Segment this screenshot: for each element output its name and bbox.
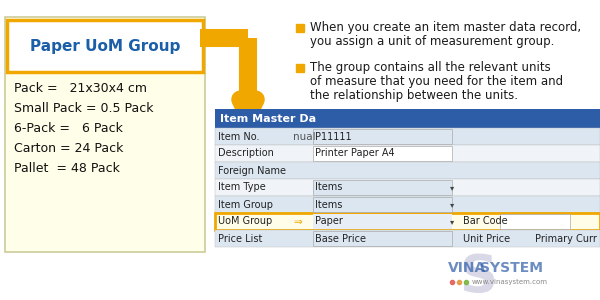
FancyBboxPatch shape bbox=[215, 145, 600, 162]
Text: www.vinasystem.com: www.vinasystem.com bbox=[472, 279, 548, 285]
Text: P11111: P11111 bbox=[315, 131, 352, 142]
FancyBboxPatch shape bbox=[313, 180, 452, 195]
Text: Description: Description bbox=[218, 148, 274, 158]
FancyBboxPatch shape bbox=[313, 197, 452, 212]
Text: the relationship between the units.: the relationship between the units. bbox=[310, 89, 518, 103]
FancyBboxPatch shape bbox=[313, 129, 452, 144]
Text: Primary Curr: Primary Curr bbox=[535, 233, 597, 244]
FancyBboxPatch shape bbox=[215, 109, 600, 128]
Text: Bar Code: Bar Code bbox=[463, 217, 508, 226]
Text: Item Master Da: Item Master Da bbox=[220, 113, 316, 124]
Text: Pallet  = 48 Pack: Pallet = 48 Pack bbox=[14, 161, 120, 175]
FancyBboxPatch shape bbox=[215, 128, 600, 145]
FancyBboxPatch shape bbox=[215, 162, 600, 179]
Text: Carton = 24 Pack: Carton = 24 Pack bbox=[14, 142, 124, 154]
Text: The group contains all the relevant units: The group contains all the relevant unit… bbox=[310, 61, 551, 74]
FancyBboxPatch shape bbox=[5, 17, 205, 252]
Text: Item Type: Item Type bbox=[218, 182, 266, 193]
Text: Paper: Paper bbox=[315, 217, 343, 226]
Text: When you create an item master data record,: When you create an item master data reco… bbox=[310, 22, 581, 34]
Text: ▾: ▾ bbox=[450, 200, 454, 209]
Text: Items: Items bbox=[315, 182, 343, 193]
FancyBboxPatch shape bbox=[7, 20, 203, 72]
Text: you assign a unit of measurement group.: you assign a unit of measurement group. bbox=[310, 35, 554, 49]
Text: ▾: ▾ bbox=[450, 217, 454, 226]
FancyBboxPatch shape bbox=[215, 230, 600, 247]
FancyBboxPatch shape bbox=[215, 213, 600, 230]
Text: Small Pack = 0.5 Pack: Small Pack = 0.5 Pack bbox=[14, 101, 154, 115]
FancyBboxPatch shape bbox=[313, 146, 452, 161]
Text: UoM Group: UoM Group bbox=[218, 217, 272, 226]
Text: Base Price: Base Price bbox=[315, 233, 366, 244]
FancyBboxPatch shape bbox=[215, 196, 600, 213]
Text: SYSTEM: SYSTEM bbox=[480, 261, 543, 275]
Text: S: S bbox=[459, 252, 497, 300]
FancyBboxPatch shape bbox=[215, 179, 600, 196]
Text: Paper UoM Group: Paper UoM Group bbox=[30, 38, 180, 53]
Text: VINA: VINA bbox=[448, 261, 486, 275]
Text: Unit Price: Unit Price bbox=[463, 233, 510, 244]
Text: ⇒: ⇒ bbox=[293, 217, 302, 226]
Text: ▾: ▾ bbox=[450, 183, 454, 192]
Text: Foreign Name: Foreign Name bbox=[218, 166, 286, 176]
Text: nual: nual bbox=[293, 131, 316, 142]
Text: Item Group: Item Group bbox=[218, 200, 273, 209]
Text: Item No.: Item No. bbox=[218, 131, 260, 142]
FancyBboxPatch shape bbox=[313, 214, 452, 229]
Text: 6-Pack =   6 Pack: 6-Pack = 6 Pack bbox=[14, 122, 123, 134]
FancyBboxPatch shape bbox=[313, 231, 452, 246]
Text: Pack =   21x30x4 cm: Pack = 21x30x4 cm bbox=[14, 82, 147, 94]
Text: Items: Items bbox=[315, 200, 343, 209]
Text: of measure that you need for the item and: of measure that you need for the item an… bbox=[310, 76, 563, 88]
Text: Printer Paper A4: Printer Paper A4 bbox=[315, 148, 395, 158]
Text: Price List: Price List bbox=[218, 233, 262, 244]
FancyBboxPatch shape bbox=[500, 214, 570, 229]
